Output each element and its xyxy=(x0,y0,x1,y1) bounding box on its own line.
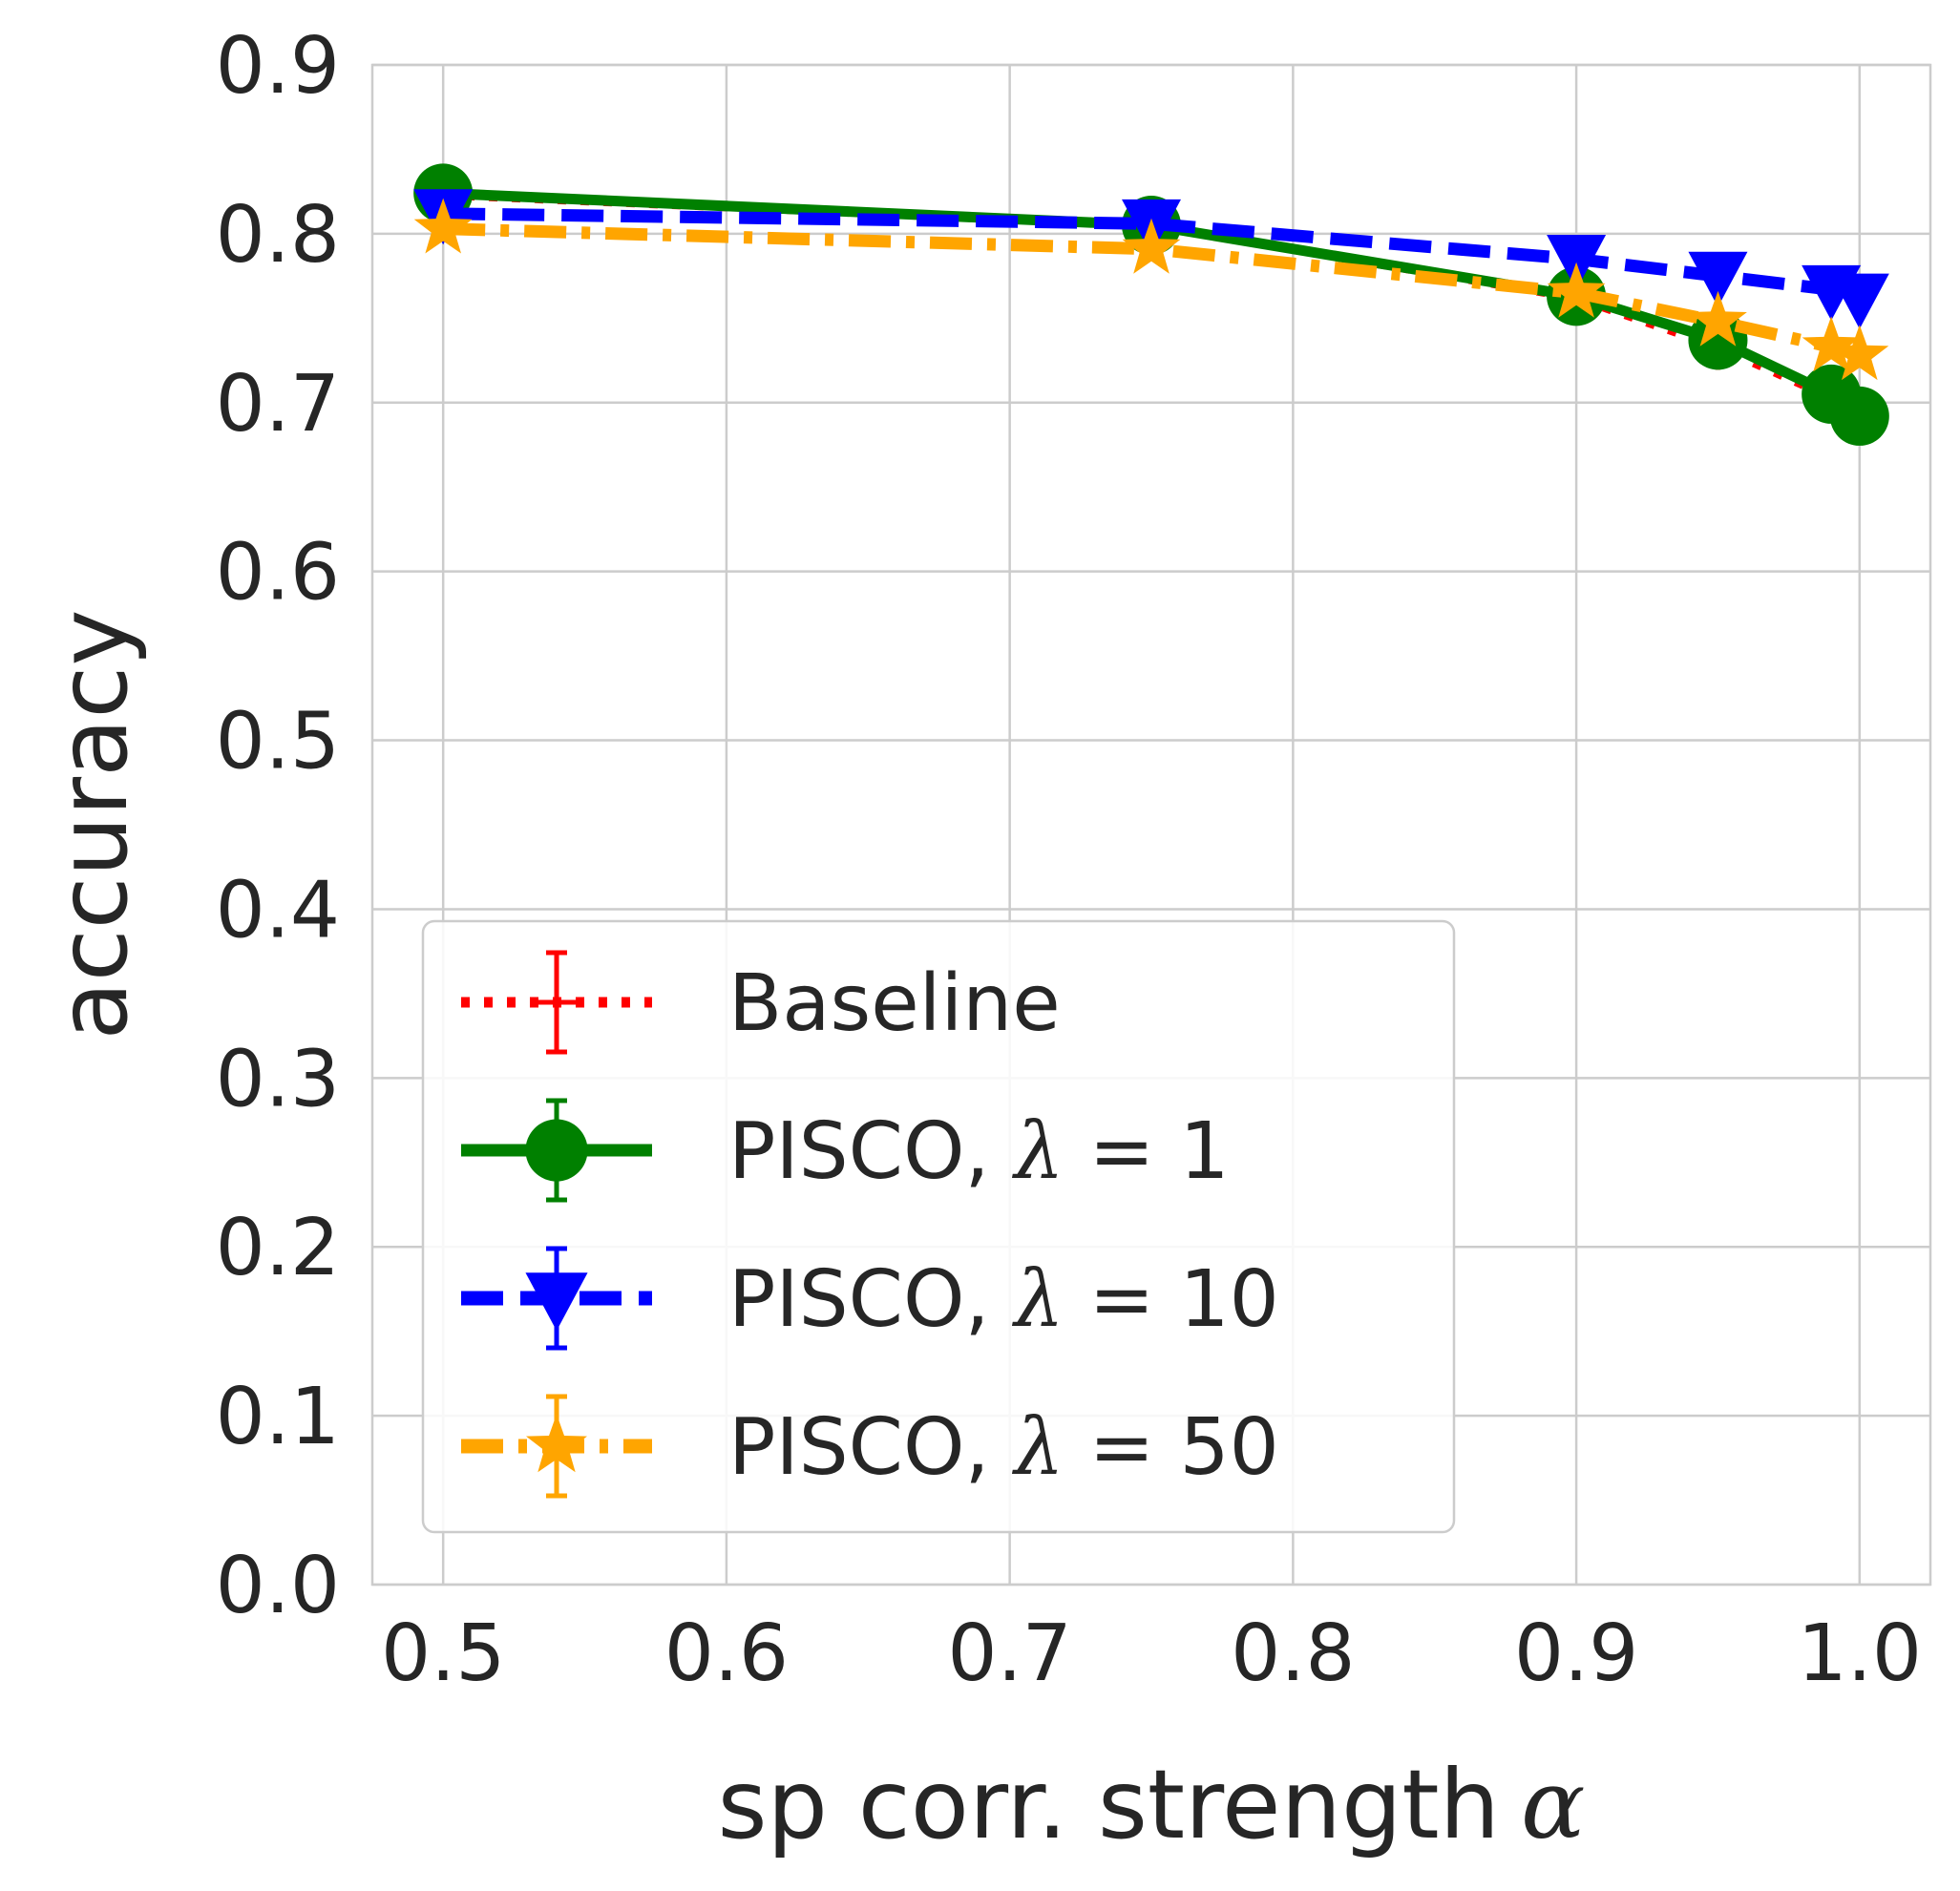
data-point xyxy=(1122,218,1181,274)
y-tick-label: 0.1 xyxy=(216,1372,340,1462)
y-tick-label: 0.2 xyxy=(216,1203,340,1293)
x-axis-title-symbol: α xyxy=(1521,1749,1586,1860)
data-point xyxy=(1829,273,1889,329)
legend-entry: PISCO, λ = 10 xyxy=(461,1246,1279,1351)
y-tick-label: 0.5 xyxy=(216,697,340,788)
legend-marker xyxy=(525,1272,588,1332)
data-point xyxy=(1830,325,1889,381)
legend-equals: = xyxy=(1064,1402,1180,1493)
legend-entry: PISCO, λ = 50 xyxy=(461,1394,1279,1499)
legend-label: PISCO, λ = 50 xyxy=(728,1402,1279,1493)
x-tick-label: 0.7 xyxy=(947,1608,1071,1699)
y-axis-title: accuracy xyxy=(37,609,149,1040)
legend-entry: PISCO, λ = 1 xyxy=(461,1098,1230,1203)
legend-lambda: λ xyxy=(1012,1106,1064,1197)
y-tick-label: 0.9 xyxy=(216,21,340,112)
plot-frame xyxy=(370,63,1932,1586)
legend-lambda-value: 50 xyxy=(1179,1402,1278,1493)
legend-label: Baseline xyxy=(728,958,1061,1049)
x-tick-label: 0.9 xyxy=(1514,1608,1638,1699)
data-point xyxy=(1829,386,1889,446)
y-tick-label: 0.3 xyxy=(216,1034,340,1124)
data-point xyxy=(1688,251,1748,307)
legend-equals: = xyxy=(1064,1254,1180,1345)
tick-labels: 0.5 0.6 0.7 0.8 0.9 1.0 0.0 0.1 0.2 0.3 0.4 0.5 0.6 0… xyxy=(216,21,1922,1699)
y-tick-label: 0.6 xyxy=(216,528,340,619)
series-3 xyxy=(413,198,1889,381)
legend-marker xyxy=(526,1414,587,1473)
legend-label: PISCO, λ = 10 xyxy=(728,1254,1279,1345)
legend-lambda: λ xyxy=(1012,1254,1064,1345)
x-tick-label: 0.5 xyxy=(381,1608,505,1699)
y-tick-label: 0.4 xyxy=(216,865,340,956)
legend-entry: Baseline xyxy=(461,950,1061,1055)
legend-marker xyxy=(532,977,581,1027)
legend-box xyxy=(421,919,1456,1534)
x-tick-label: 0.8 xyxy=(1231,1608,1355,1699)
data-point xyxy=(413,198,473,254)
legend-label-text: PISCO, xyxy=(728,1254,1015,1345)
legend-lambda-value: 1 xyxy=(1179,1106,1229,1197)
legend-lambda: λ xyxy=(1012,1402,1064,1493)
x-tick-label: 1.0 xyxy=(1798,1608,1922,1699)
y-tick-label: 0.0 xyxy=(216,1541,340,1631)
legend-label-text: PISCO, xyxy=(728,1402,1015,1493)
y-tick-label: 0.8 xyxy=(216,190,340,281)
legend-equals: = xyxy=(1064,1106,1180,1197)
legend-label-text: PISCO, xyxy=(728,1106,1015,1197)
x-axis-title: sp corr. strength α xyxy=(717,1749,1585,1860)
data-point xyxy=(1689,290,1747,347)
legend-label: PISCO, λ = 1 xyxy=(728,1106,1230,1197)
legend-marker xyxy=(525,1119,588,1182)
series xyxy=(413,163,1889,446)
y-tick-label: 0.7 xyxy=(216,359,340,450)
data-point xyxy=(1688,310,1748,370)
data-point xyxy=(1802,316,1861,372)
x-tick-label: 0.6 xyxy=(664,1608,789,1699)
legend-lambda-value: 10 xyxy=(1179,1254,1278,1345)
legend-label-text: Baseline xyxy=(728,958,1061,1049)
data-point xyxy=(1547,262,1606,318)
x-axis-title-text: sp corr. strength xyxy=(717,1749,1500,1860)
